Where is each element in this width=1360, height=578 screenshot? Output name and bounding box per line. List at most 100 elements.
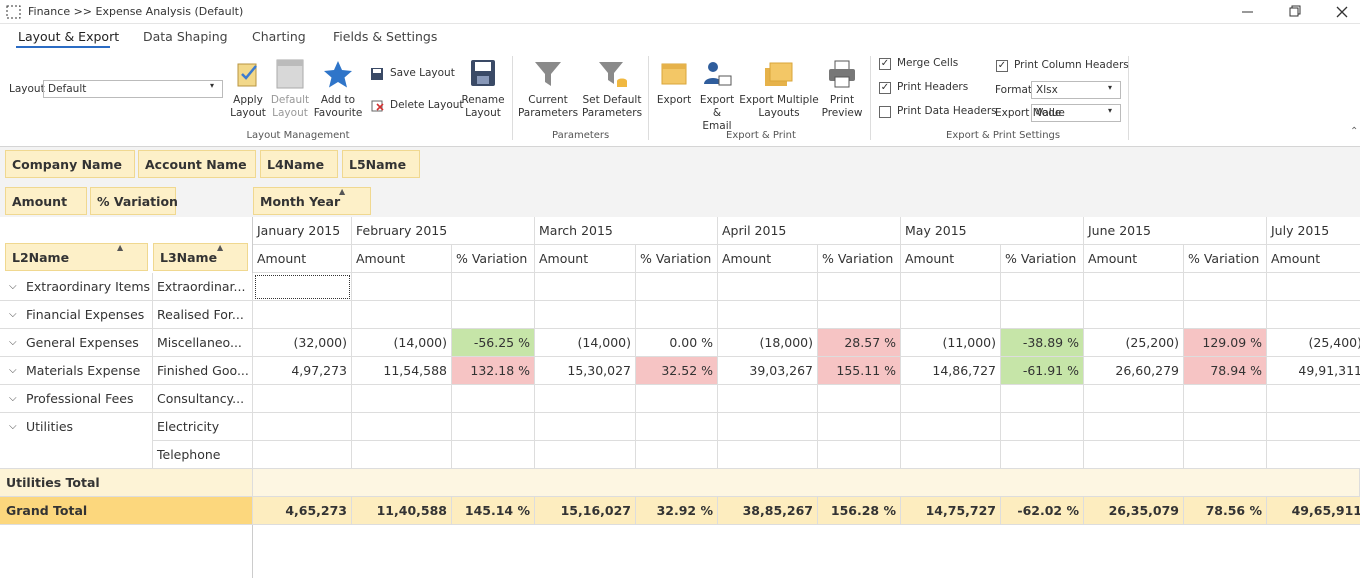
data-cell: (14,000) [352, 329, 452, 357]
select-value: Value [1036, 107, 1065, 119]
data-field[interactable]: % Variation [90, 187, 178, 215]
button-icon [322, 58, 354, 90]
data-field[interactable]: Amount [5, 187, 87, 215]
column-field[interactable]: Month Year [253, 187, 371, 215]
data-cell [535, 273, 636, 301]
data-cell [818, 413, 901, 441]
checkbox-label: Print Data Headers [897, 105, 997, 117]
grand-total-cell: 32.92 % [636, 497, 718, 525]
filter-field[interactable]: Account Name [138, 150, 256, 178]
data-cell: 28.57 % [818, 329, 901, 357]
group-label: Parameters [552, 130, 610, 141]
button-icon [232, 58, 264, 90]
row-header-l2[interactable]: Financial Expenses ⌵ [0, 301, 153, 329]
data-cell [1184, 441, 1267, 469]
collapse-ribbon[interactable]: ⌃ [1350, 126, 1359, 137]
ribbon-button[interactable]: Rename Layout [461, 94, 505, 119]
ribbon-button[interactable]: Export & Email [699, 94, 735, 132]
tab[interactable]: Layout & Export [18, 29, 120, 44]
data-cell: 129.09 % [1184, 329, 1267, 357]
button-icon [826, 58, 858, 90]
row-header-l2[interactable]: Professional Fees ⌵ [0, 385, 153, 413]
checkbox-label: Merge Cells [897, 57, 959, 69]
data-cell: 14,86,727 [901, 357, 1001, 385]
format-label: Format [995, 84, 1033, 96]
data-cell: 4,97,273 [253, 357, 352, 385]
ribbon-button[interactable]: Add to Favourite [313, 94, 363, 119]
dropdown-arrow: ▾ [1108, 106, 1113, 115]
data-cell [1084, 413, 1184, 441]
column-header: % Variation [636, 245, 718, 273]
month-header: June 2015 [1084, 217, 1267, 245]
select[interactable]: Value ▾ [1031, 104, 1121, 122]
data-cell [718, 273, 818, 301]
grand-total-cell: 4,65,273 [253, 497, 352, 525]
data-cell: 26,60,279 [1084, 357, 1184, 385]
checkbox[interactable]: ✓ [879, 58, 891, 70]
row-field[interactable]: L2Name [5, 243, 148, 271]
grand-total-cell: 15,16,027 [535, 497, 636, 525]
checkbox-label: Print Headers [897, 81, 969, 93]
row-header-l2[interactable]: Materials Expense ⌵ [0, 357, 153, 385]
small-button[interactable]: Delete Layout [390, 99, 464, 111]
expand-toggle: ⌵ [9, 421, 17, 432]
column-header: Amount [901, 245, 1001, 273]
month-header: April 2015 [718, 217, 901, 245]
tab[interactable]: Fields & Settings [333, 29, 438, 44]
tab[interactable]: Data Shaping [143, 29, 228, 44]
filter-field[interactable]: L4Name [260, 150, 338, 178]
window-controls[interactable] [1236, 4, 1354, 20]
filter-field[interactable]: Company Name [5, 150, 135, 178]
group-separator [870, 56, 871, 140]
checkbox[interactable]: ✓ [879, 82, 891, 94]
select-value: Xlsx [1036, 84, 1058, 96]
select[interactable]: Xlsx ▾ [1031, 81, 1121, 99]
data-cell: (14,000) [535, 329, 636, 357]
row-header-l2[interactable]: Extraordinary Items ⌵ [0, 273, 153, 301]
data-cell: 11,54,588 [352, 357, 452, 385]
subtotal-label: Utilities Total [0, 469, 253, 497]
sort-arrow: ▲ [117, 243, 124, 252]
small-button-icon [370, 97, 402, 129]
button-icon-svg [276, 59, 304, 89]
row-header-l3: Consultancy... [153, 385, 253, 413]
button-icon-svg [661, 63, 687, 85]
button-icon-svg [471, 60, 495, 86]
column-header: Amount [253, 245, 352, 273]
ribbon-button[interactable]: Export [656, 94, 692, 106]
small-button[interactable]: Save Layout [390, 67, 455, 79]
data-cell: 32.52 % [636, 357, 718, 385]
row-field[interactable]: L3Name [153, 243, 248, 271]
ribbon-button[interactable]: Apply Layout [230, 94, 266, 119]
data-cell [718, 301, 818, 329]
ribbon: Layout Default ▾ Apply Layout Default Layout… [0, 50, 1360, 147]
button-icon [274, 58, 306, 90]
checkbox[interactable]: ✓ [996, 60, 1008, 72]
ribbon-button[interactable]: Current Parameters [517, 94, 579, 119]
tab[interactable]: Charting [252, 29, 306, 44]
data-cell [1084, 273, 1184, 301]
ribbon-button[interactable]: Export Multiple Layouts [739, 94, 819, 119]
group-label: Export & Print [726, 130, 796, 141]
month-header: February 2015 [352, 217, 535, 245]
data-cell: (18,000) [718, 329, 818, 357]
filter-field[interactable]: L5Name [342, 150, 420, 178]
layout-value: Default [48, 83, 87, 95]
ribbon-button[interactable]: Print Preview [821, 94, 863, 119]
row-header-l2[interactable]: General Expenses ⌵ [0, 329, 153, 357]
subtotal-row [253, 469, 1360, 497]
button-icon-svg [237, 63, 257, 87]
month-header: July 2015 [1267, 217, 1360, 245]
row-header-l2[interactable]: Utilities ⌵ [0, 413, 153, 469]
ribbon-button[interactable]: Set Default Parameters [581, 94, 643, 119]
data-cell [253, 441, 352, 469]
checkbox[interactable] [879, 106, 891, 118]
row-label: Materials Expense [26, 363, 141, 378]
group-separator [648, 56, 649, 140]
expand-toggle: ⌵ [9, 281, 17, 292]
data-cell [535, 441, 636, 469]
data-cell [901, 441, 1001, 469]
data-cell [818, 273, 901, 301]
layout-dropdown[interactable]: Default ▾ [43, 80, 223, 98]
grand-total-label: Grand Total [0, 497, 253, 525]
